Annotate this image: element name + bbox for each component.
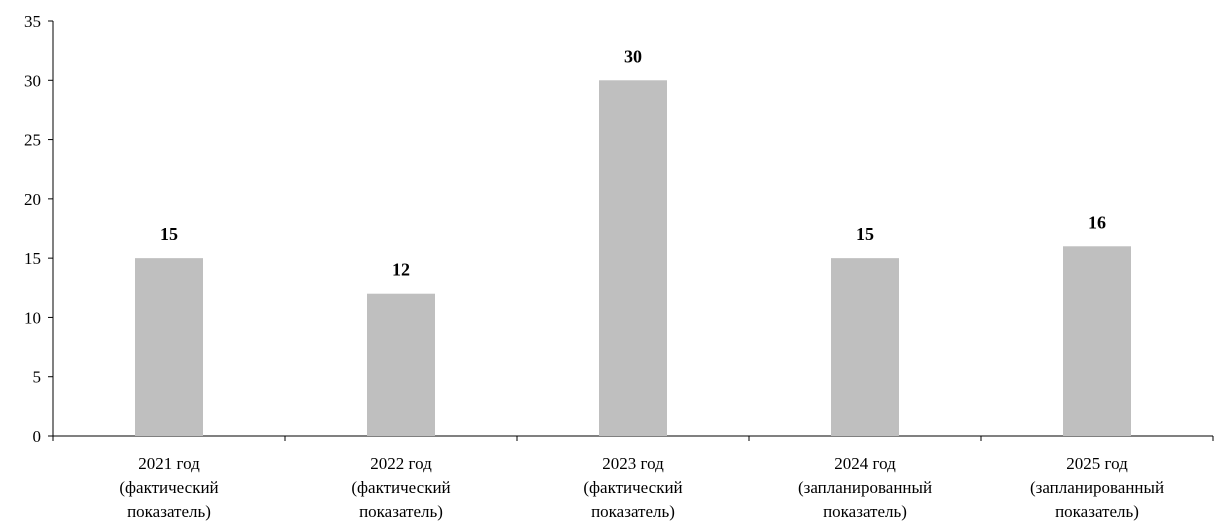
x-category-label-line: (фактический [583,478,682,497]
y-tick-label: 25 [24,131,41,150]
x-category-label-line: (запланированный [1030,478,1164,497]
x-category-label-line: (фактический [351,478,450,497]
y-tick-label: 30 [24,71,41,90]
y-tick-label: 5 [33,368,42,387]
y-tick-label: 20 [24,190,41,209]
y-tick-label: 0 [33,427,42,446]
x-category-label-line: 2021 год [138,454,200,473]
bar-value-label: 16 [1088,212,1106,232]
bar [135,258,203,436]
x-category-label-line: показатель) [1055,502,1139,521]
bar-value-label: 15 [856,224,874,244]
x-category-label: 2022 год (фактический показатель) [351,454,450,521]
y-tick-label: 35 [24,12,41,31]
x-category-label-line: 2025 год [1066,454,1128,473]
x-category-label-line: (запланированный [798,478,932,497]
x-category-label: 2024 год (запланированный показатель) [798,454,932,521]
x-category-label: 2023 год (фактический показатель) [583,454,682,521]
x-axis [52,435,1214,441]
bar [367,293,435,436]
x-category-label-line: показатель) [127,502,211,521]
data-labels: 15 12 30 15 16 [160,46,1106,279]
y-axis: 0 5 10 15 20 25 30 35 [24,12,54,446]
bar-value-label: 30 [624,46,642,66]
x-category-label-line: (фактический [119,478,218,497]
x-category-label-line: показатель) [823,502,907,521]
bar-value-label: 15 [160,224,178,244]
bar [599,80,667,437]
category-labels: 2021 год (фактический показатель) 2022 год (… [119,454,1164,521]
bar-value-label: 12 [392,260,410,280]
x-category-label-line: 2024 год [834,454,896,473]
x-category-label-line: 2022 год [370,454,432,473]
bars [135,80,1131,437]
x-category-label-line: показатель) [359,502,443,521]
x-category-label-line: показатель) [591,502,675,521]
y-tick-label: 15 [24,249,41,268]
x-category-label: 2025 год (запланированный показатель) [1030,454,1164,521]
y-tick-label: 10 [24,308,41,327]
x-category-label: 2021 год (фактический показатель) [119,454,218,521]
bar [1063,246,1131,436]
x-category-label-line: 2023 год [602,454,664,473]
bar [831,258,899,436]
